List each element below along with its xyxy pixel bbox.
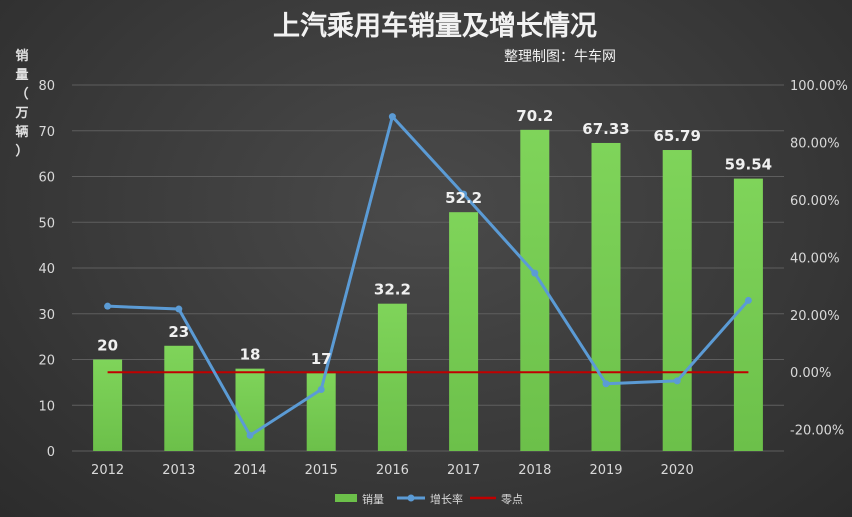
y-tick-label: 40 [38,262,55,277]
x-axis-ticks: 2012 2013 2014 2015 2016 2017 2018 2019 2020 [91,463,694,478]
y-axis-ticks: 0 10 20 30 40 50 60 70 80 [38,79,55,460]
bar-data-label: 70.2 [516,107,553,125]
y-tick-label: 70 [38,125,55,140]
growth-point [246,431,254,439]
bar [93,359,123,451]
y-axis-label-char: 万 [14,106,28,121]
bar-data-label: 65.79 [653,127,700,145]
growth-point [673,377,681,385]
y-tick-label: 0 [47,445,55,460]
y2-tick-label: 0.00% [790,366,831,381]
x-tick-label: 2016 [376,463,409,478]
y-axis-label-char: 辆 [15,124,28,140]
y2-tick-label: -20.00% [790,424,844,439]
y2-tick-label: 60.00% [790,194,840,209]
x-tick-label: 2019 [589,463,622,478]
growth-line [107,115,750,437]
y-axis-label: 销量 （ 万辆 ） [14,48,28,159]
bar [164,345,194,451]
bar-data-label: 20 [97,337,118,355]
bar-series [93,129,763,452]
y-tick-label: 50 [38,216,55,231]
x-tick-label: 2018 [518,463,551,478]
growth-point [602,380,610,388]
y2-axis-ticks: -20.00% 0.00% 20.00% 40.00% 60.00% 80.00% 100.… [790,79,848,439]
growth-point [460,190,468,198]
legend-swatch-marker [407,494,415,502]
y2-tick-label: 20.00% [790,309,840,324]
bar-data-label: 32.2 [374,281,411,299]
bar-data-label: 59.54 [725,156,772,174]
x-tick-label: 2014 [233,463,266,478]
growth-line-series [104,113,752,439]
y-tick-label: 80 [38,79,55,94]
x-tick-label: 2015 [305,463,338,478]
x-tick-label: 2017 [447,463,480,478]
growth-point [104,302,112,310]
chart-subtitle: 整理制图：牛车网 [504,48,616,65]
y-axis-label-char: 量 [15,68,28,83]
legend-label: 零点 [501,493,523,506]
growth-point [317,385,325,393]
legend-swatch-bar [335,494,357,502]
bar-data-label: 52.2 [445,189,482,207]
bar [449,212,479,451]
y-axis-label-char: （ [15,86,28,102]
y-axis-label-char: 销 [15,48,28,64]
y-tick-label: 30 [38,308,55,323]
bar [662,150,692,452]
chart-title: 上汽乘用车销量及增长情况 [273,10,597,42]
growth-point [175,305,183,313]
x-tick-label: 2013 [162,463,195,478]
legend: 销量 增长率 零点 [335,492,523,506]
bar-data-labels: 20 23 18 17 32.2 52.2 70.2 67.33 65.79 59.54 [97,107,772,368]
y-tick-label: 10 [38,399,55,414]
y-tick-label: 60 [38,171,55,186]
y2-tick-label: 80.00% [790,136,840,151]
growth-point [388,113,396,121]
y2-tick-label: 100.00% [790,79,848,94]
bar [733,178,763,452]
bar-data-label: 17 [311,350,332,368]
y2-tick-label: 40.00% [790,251,840,266]
legend-label: 销量 [362,492,384,506]
bar-data-label: 67.33 [582,120,629,138]
legend-label: 增长率 [430,492,463,506]
growth-point [744,296,752,304]
x-tick-label: 2012 [91,463,124,478]
bar-data-label: 23 [168,323,189,341]
y-axis-label-char: ） [15,143,28,159]
bar [377,303,407,451]
y-tick-label: 20 [38,354,55,369]
bar [591,142,621,451]
bar-data-label: 18 [240,346,261,364]
x-tick-label: 2020 [661,463,694,478]
growth-point [531,269,539,277]
